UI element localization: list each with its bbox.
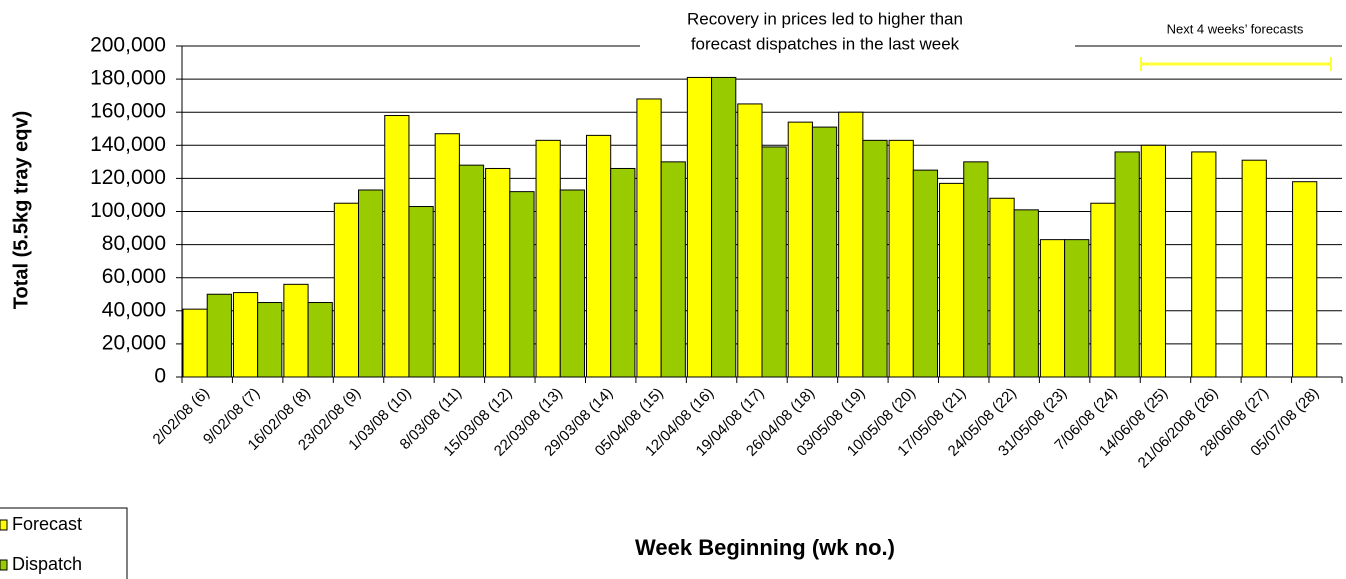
legend-box [0,507,128,579]
bar [434,133,460,378]
bar [862,139,888,378]
bar [535,139,561,378]
bar [1140,144,1166,378]
bar [989,197,1015,378]
y-tick-label: 40,000 [102,298,166,321]
y-tick-label: 120,000 [90,166,166,189]
bar [408,206,434,378]
y-tick-label: 80,000 [102,232,166,255]
bar [1114,151,1140,378]
bar [1064,239,1090,378]
y-axis-label: Total (5.5kg tray eqv) [10,111,32,310]
annotation: forecast dispatches in the last week [691,34,960,53]
bar [485,167,511,378]
bar [963,161,989,378]
bar [610,167,636,378]
y-tick-label: 200,000 [90,34,166,57]
y-tick-label: 20,000 [102,331,166,354]
bar [307,302,333,378]
bar [232,292,259,378]
bar [1013,209,1039,378]
bar [1191,151,1217,378]
y-tick-label: 0 [154,365,166,388]
legend-swatch [0,519,8,531]
y-tick-label: 140,000 [90,133,166,156]
bar [660,161,686,378]
bar [1039,239,1066,378]
annotation: Recovery in prices led to higher than [687,9,963,28]
bar [912,169,939,378]
bar [1241,159,1267,378]
y-tick-label: 100,000 [90,199,166,222]
forecast-note: Next 4 weeks’ forecasts [1167,21,1304,36]
bar [787,121,813,378]
bar [358,189,384,378]
bar [888,139,914,378]
bar [1090,202,1116,378]
bar [636,98,662,378]
y-tick-label: 60,000 [102,265,166,288]
bar [333,202,360,378]
bar [838,111,864,378]
annotation-bg [640,8,1075,58]
bar [283,283,309,378]
bar [559,189,585,378]
bar [257,302,283,378]
bar [811,126,838,378]
legend-swatch [0,559,8,571]
bar [509,191,535,378]
legend-label: Forecast [12,514,82,534]
bar [686,76,713,378]
bar [384,115,410,378]
bar [585,134,612,378]
bar [939,182,965,378]
bar [711,76,737,378]
bar [1292,181,1318,378]
bar [182,308,208,378]
bar [737,103,763,378]
bar [458,164,485,378]
bar [761,146,787,378]
x-axis-label: Week Beginning (wk no.) [635,535,895,560]
y-tick-label: 160,000 [90,100,166,123]
bar [206,293,232,378]
legend-label: Dispatch [12,554,82,574]
y-tick-label: 180,000 [90,67,166,90]
